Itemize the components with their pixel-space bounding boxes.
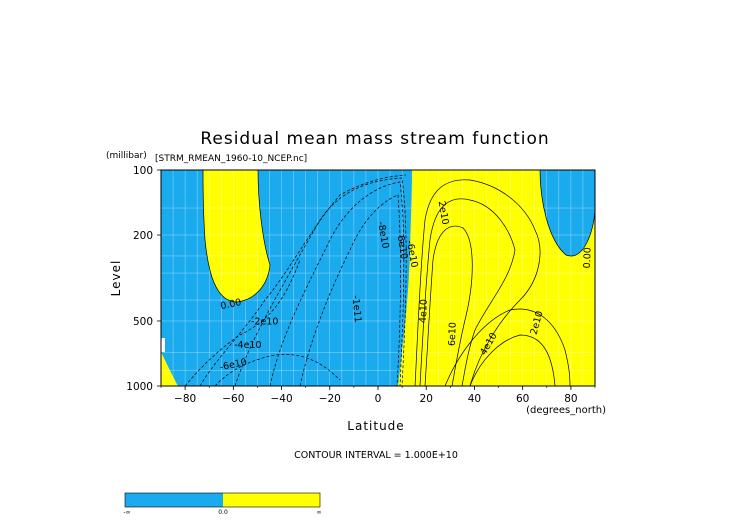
positive-region-south-edge	[161, 352, 178, 386]
y-axis-label: Level	[109, 260, 123, 297]
white-notch	[161, 338, 165, 352]
positive-region-south-upper	[203, 170, 270, 302]
x-tick-label: 80	[564, 393, 577, 405]
y-tick-label: 200	[133, 230, 153, 242]
colorbar-label-min: -∞	[123, 509, 130, 516]
colorbar-positive	[223, 493, 320, 507]
contour-lines	[184, 170, 595, 386]
contour-label: 4e10	[418, 299, 430, 323]
x-tick-label: −80	[174, 393, 196, 405]
contour-interval-text: CONTOUR INTERVAL = 1.000E+10	[294, 450, 458, 461]
x-tick-label: 0	[375, 393, 382, 405]
contour-neg-2	[234, 177, 407, 386]
contour-neg-1	[269, 181, 405, 386]
contour-pos-4	[444, 308, 571, 386]
contour-pos-2	[419, 198, 516, 386]
x-tick-label: −60	[222, 393, 244, 405]
colorbar-negative	[125, 493, 223, 507]
contour-neg-3	[299, 194, 401, 386]
contour-label: -2e10	[251, 316, 278, 327]
x-axis-ticks: −80 −60 −40 −20 0 20 40 60 80	[160, 386, 596, 405]
contour-zero-south	[202, 170, 271, 303]
contour-label: -1e11	[350, 295, 363, 323]
contour-zero-north	[539, 170, 595, 257]
y-tick-label: 500	[133, 316, 153, 328]
contour-label: 0.00	[219, 297, 242, 312]
contour-pos-3	[424, 225, 473, 386]
colorbar-frame	[124, 492, 321, 508]
y-units: (millibar)	[106, 151, 147, 161]
contour-label: 2e10	[436, 200, 451, 226]
contour-label: 6e10	[395, 235, 410, 261]
contour-pos-1	[414, 179, 541, 386]
chart-title: Residual mean mass stream function	[200, 129, 549, 149]
x-tick-label: 20	[420, 393, 433, 405]
x-tick-label: −20	[319, 393, 341, 405]
contour-neg-5	[184, 259, 301, 386]
contour-label: -6e10	[404, 240, 420, 269]
chart-subtitle: [STRM_RMEAN_1960-10_NCEP.nc]	[155, 154, 307, 164]
x-units: (degrees_north)	[526, 405, 606, 416]
x-axis-label: Latitude	[347, 419, 404, 433]
x-tick-label: 40	[468, 393, 481, 405]
colorbar: -∞ 0.0 ∞	[123, 492, 322, 516]
x-tick-label: −40	[270, 393, 292, 405]
y-axis-ticks: 100 200 500 1000	[126, 165, 161, 393]
y-tick-label: 1000	[126, 381, 153, 393]
contour-label: -4e10	[234, 340, 261, 351]
contour-label: 0.00	[582, 247, 594, 269]
y-tick-label: 100	[133, 165, 153, 177]
contour-label: 6e10	[447, 322, 459, 346]
colorbar-label-max: ∞	[317, 509, 322, 516]
contour-neg-6	[214, 354, 341, 386]
positive-region-north	[398, 170, 595, 386]
colorbar-label-zero: 0.0	[218, 509, 228, 516]
contour-pos-5	[469, 334, 556, 386]
x-tick-label: 60	[516, 393, 529, 405]
contour-label: -8e10	[375, 221, 391, 250]
plot-area	[160, 169, 596, 387]
